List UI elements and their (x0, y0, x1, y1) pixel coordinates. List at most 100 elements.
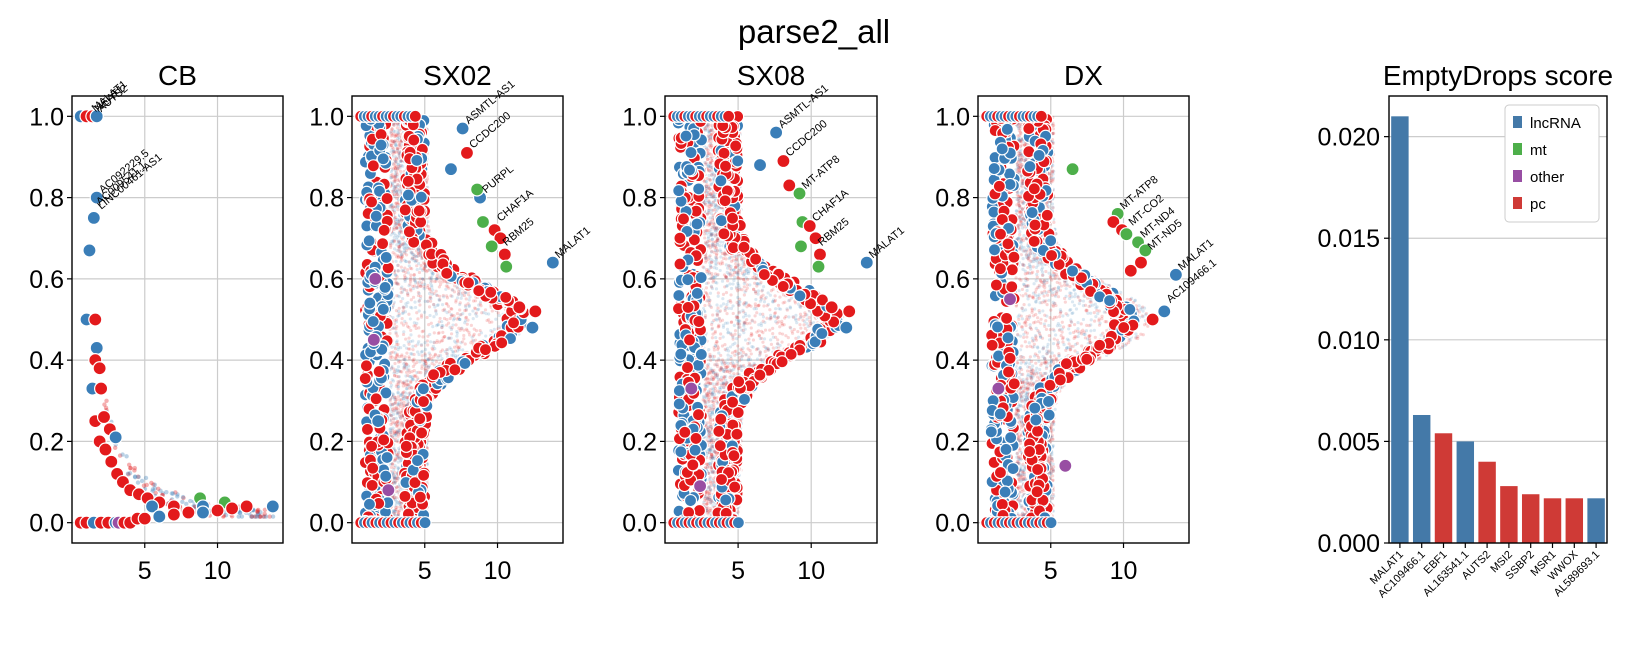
data-point (392, 239, 397, 243)
data-point (466, 302, 470, 306)
data-point (472, 332, 476, 336)
data-point (396, 309, 401, 313)
data-point (425, 177, 430, 181)
data-point (425, 179, 429, 183)
data-point (397, 510, 401, 514)
data-point (412, 273, 416, 277)
data-point (392, 140, 396, 144)
data-point (434, 324, 439, 328)
data-point (449, 312, 453, 317)
data-point (708, 178, 712, 182)
data-point (389, 143, 394, 148)
data-point (419, 284, 423, 288)
data-point (428, 313, 432, 318)
data-point (424, 361, 428, 365)
data-point (405, 382, 409, 387)
data-point (769, 289, 774, 293)
data-point (390, 127, 394, 131)
data-point (418, 254, 423, 258)
data-point (458, 291, 462, 295)
data-point (704, 286, 708, 290)
data-point (775, 342, 780, 346)
data-point (441, 330, 445, 334)
data-point (394, 186, 398, 190)
data-point (427, 323, 431, 327)
data-point (369, 392, 383, 406)
data-point (440, 319, 444, 324)
data-point (437, 285, 441, 289)
data-point (395, 339, 399, 343)
data-point (443, 309, 447, 313)
data-point (445, 352, 449, 356)
data-point (393, 318, 397, 323)
data-point (409, 380, 413, 385)
data-point (472, 284, 486, 298)
data-point (408, 347, 412, 351)
data-point (399, 265, 403, 269)
data-point (449, 327, 454, 332)
data-point (410, 386, 414, 390)
data-point (440, 303, 445, 307)
data-point (390, 345, 394, 349)
data-point (406, 340, 410, 344)
data-point (432, 302, 436, 307)
data-point (396, 411, 400, 415)
data-point (397, 254, 401, 259)
data-point (405, 246, 409, 250)
data-point (735, 272, 739, 276)
data-point (411, 256, 415, 261)
data-point (408, 370, 412, 375)
data-point (774, 307, 778, 311)
data-point (395, 478, 399, 482)
data-point (434, 277, 438, 281)
data-point (393, 273, 397, 277)
data-point (477, 307, 481, 311)
data-point (403, 266, 407, 270)
data-point (437, 331, 441, 335)
data-point (417, 326, 421, 330)
data-point (411, 286, 415, 291)
data-point (395, 420, 399, 425)
data-point (393, 456, 398, 461)
data-point (406, 400, 410, 404)
data-point (388, 397, 392, 401)
data-point (239, 514, 245, 519)
data-point (393, 224, 397, 228)
data-point (151, 482, 156, 487)
data-point (391, 509, 395, 513)
data-point (397, 369, 401, 373)
data-point (396, 268, 400, 273)
data-point (397, 245, 401, 249)
data-point (393, 187, 397, 192)
data-point (416, 251, 420, 256)
data-point (455, 329, 459, 334)
data-point (396, 178, 400, 183)
data-point (152, 482, 157, 487)
data-point (499, 259, 514, 274)
data-point (392, 480, 396, 484)
data-point (402, 246, 406, 250)
data-point (484, 334, 488, 338)
data-point (440, 326, 444, 330)
data-point (112, 445, 118, 450)
data-point (394, 407, 398, 411)
data-point (392, 367, 396, 371)
data-point (394, 368, 398, 372)
data-point (417, 283, 421, 287)
data-point (258, 514, 263, 519)
data-point (388, 331, 392, 335)
data-point (405, 292, 410, 296)
data-point (419, 315, 424, 319)
data-point (420, 281, 424, 285)
data-point (394, 429, 398, 433)
data-point (442, 316, 447, 321)
data-point (408, 476, 422, 490)
data-point (395, 281, 399, 285)
data-point (722, 375, 726, 379)
data-point (445, 302, 449, 306)
data-point (399, 299, 403, 304)
y-tick-label: 0.4 (309, 347, 344, 375)
data-point (430, 357, 434, 361)
data-point (426, 283, 430, 288)
data-point (455, 121, 470, 136)
